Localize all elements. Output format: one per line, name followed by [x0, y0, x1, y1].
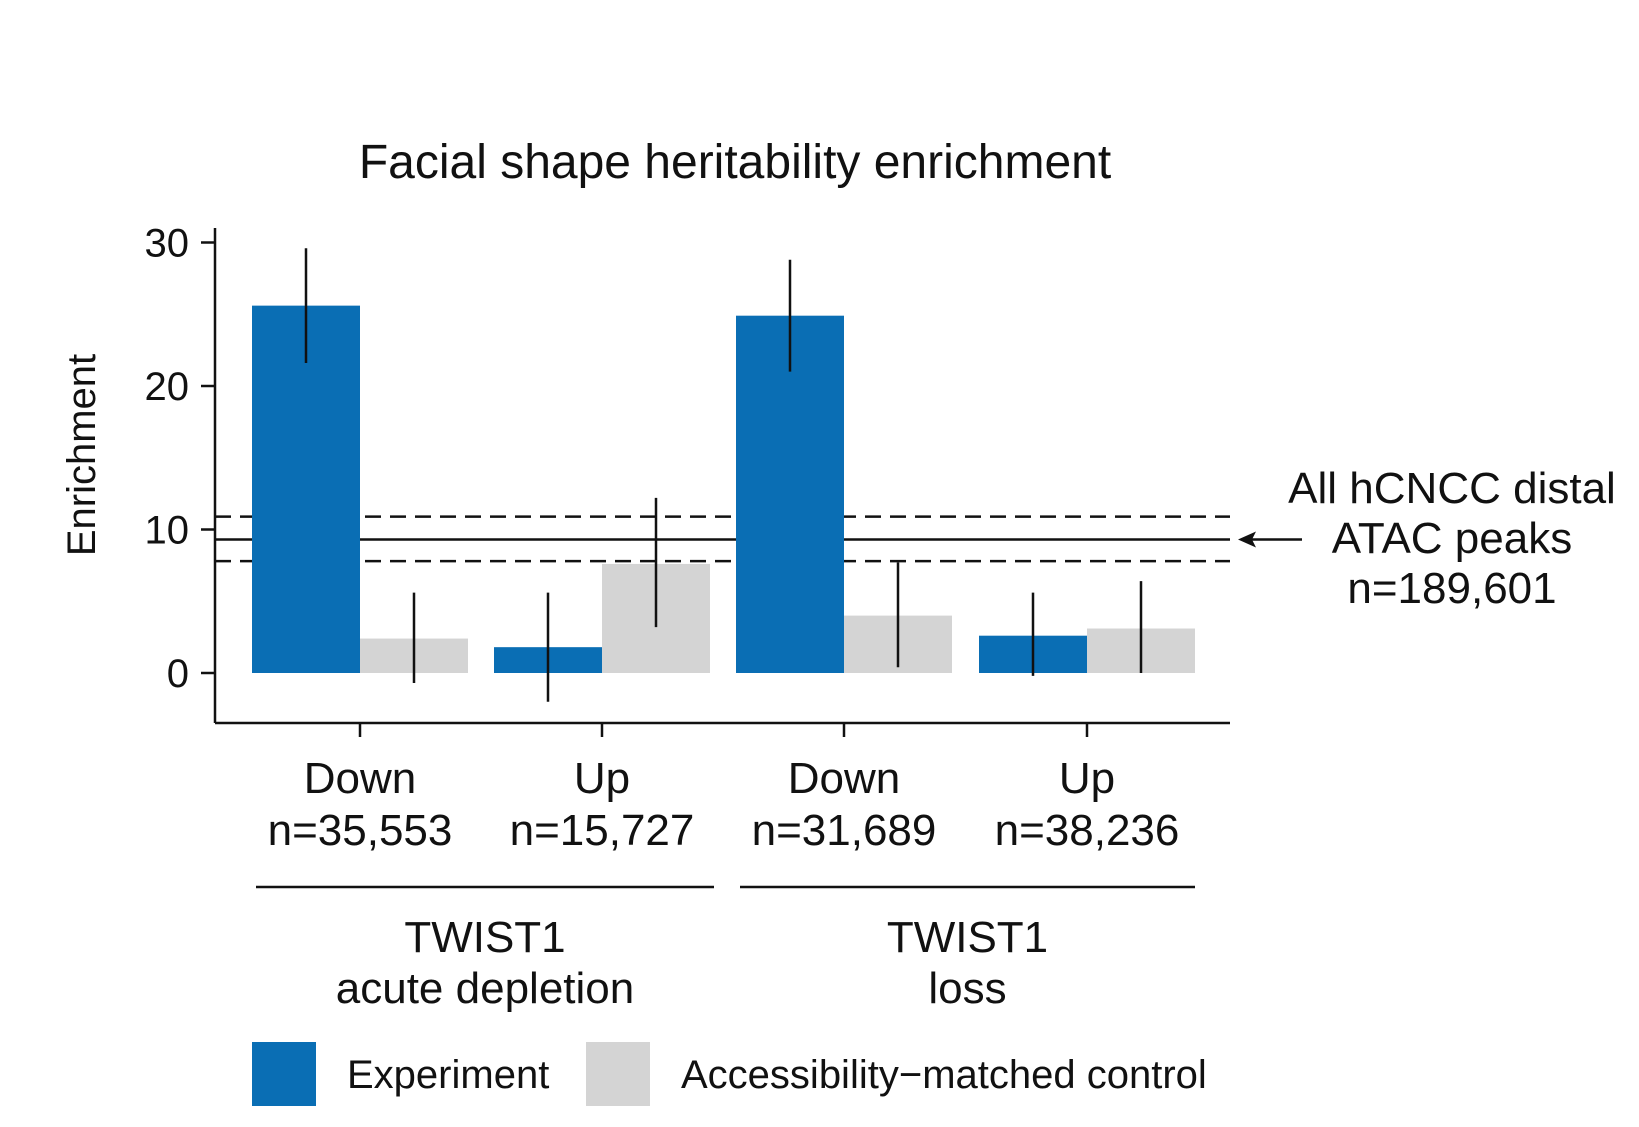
x-category-label: Up — [1059, 754, 1115, 803]
group-label-line2: acute depletion — [336, 964, 634, 1013]
group-label-line1: TWIST1 — [887, 913, 1048, 962]
x-category-label: Down — [304, 754, 417, 803]
y-axis-label: Enrichment — [60, 354, 104, 556]
error-bars — [304, 248, 1143, 702]
x-category-label: Down — [788, 754, 901, 803]
reference-label-line: All hCNCC distal — [1288, 464, 1616, 513]
bars — [252, 305, 1195, 673]
bar-experiment-0 — [252, 305, 360, 673]
y-tick-label: 30 — [145, 222, 190, 266]
reference-lines — [215, 515, 1230, 563]
legend-label-control: Accessibility−matched control — [681, 1053, 1207, 1097]
y-tick-label: 0 — [167, 652, 189, 696]
legend-swatch-experiment — [252, 1042, 316, 1106]
axes: 0 10 20 30 — [145, 222, 1230, 737]
legend-label-experiment: Experiment — [347, 1053, 549, 1097]
reference-label-line: n=189,601 — [1347, 564, 1556, 613]
x-category-count: n=35,553 — [268, 806, 453, 855]
y-tick-label: 20 — [145, 365, 190, 409]
x-axis-labels: Downn=35,553Upn=15,727Downn=31,689Upn=38… — [268, 754, 1180, 855]
x-category-count: n=15,727 — [510, 806, 695, 855]
legend-swatch-control — [586, 1042, 650, 1106]
bar-experiment-2 — [736, 315, 844, 673]
y-tick-label: 10 — [145, 509, 190, 553]
reference-label-line: ATAC peaks — [1332, 514, 1572, 563]
chart-title: Facial shape heritability enrichment — [359, 136, 1111, 189]
group-label-line2: loss — [928, 964, 1006, 1013]
reference-arrow-head — [1238, 531, 1256, 548]
group-label-line1: TWIST1 — [404, 913, 565, 962]
x-category-label: Up — [574, 754, 630, 803]
x-category-count: n=38,236 — [995, 806, 1180, 855]
legend: Experiment Accessibility−matched control — [252, 1042, 1207, 1106]
x-category-count: n=31,689 — [752, 806, 937, 855]
